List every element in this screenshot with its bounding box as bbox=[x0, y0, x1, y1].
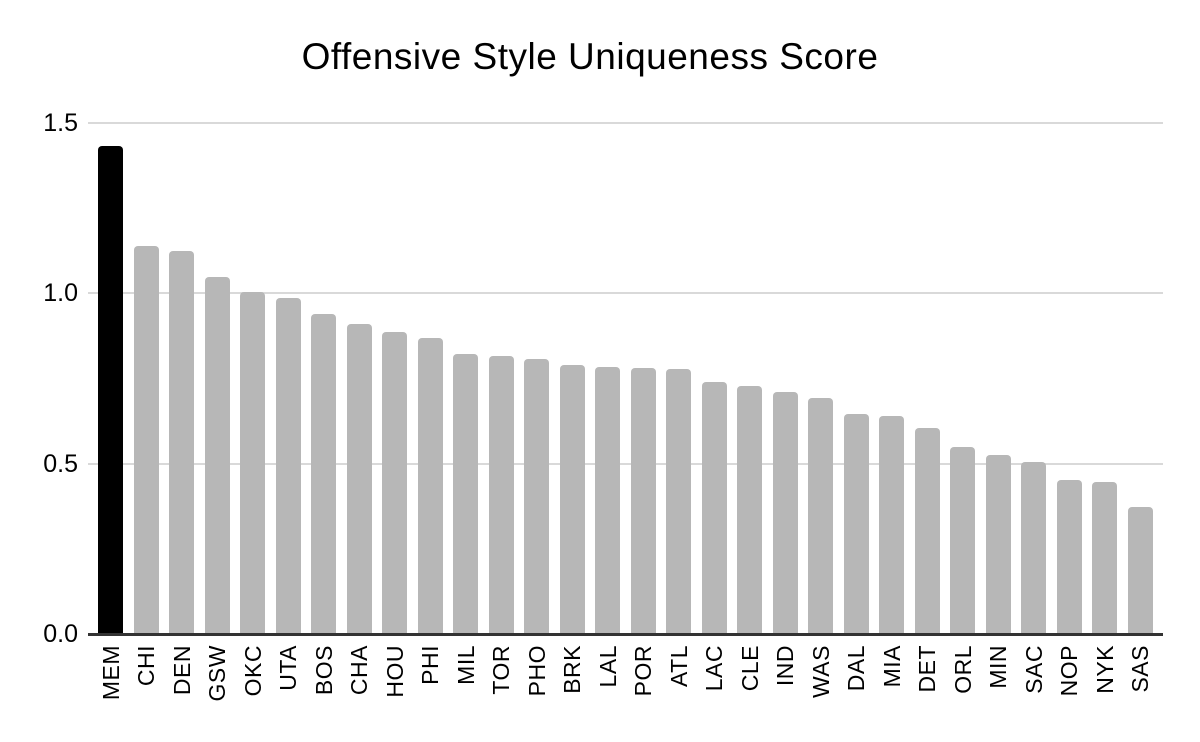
x-tick-label-brk: BRK bbox=[559, 645, 585, 694]
x-tick-label-atl: ATL bbox=[665, 645, 692, 687]
x-tick-label-tor: TOR bbox=[488, 645, 514, 695]
bar-uta bbox=[275, 297, 301, 634]
chart-title: Offensive Style Uniqueness Score bbox=[301, 36, 879, 77]
x-tick-label-ind: IND bbox=[772, 645, 798, 687]
bar-was bbox=[808, 397, 833, 634]
gridline bbox=[88, 462, 1163, 465]
x-tick-label-lal: LAL bbox=[594, 645, 621, 688]
bar-den bbox=[169, 250, 194, 634]
x-tick-label-min: MIN bbox=[985, 645, 1011, 689]
bar-brk bbox=[559, 364, 585, 634]
y-tick-label: 1.0 bbox=[43, 279, 78, 308]
bar-nop bbox=[1056, 480, 1082, 634]
bar-lac bbox=[701, 381, 727, 634]
bar-bos bbox=[311, 313, 336, 634]
x-tick-label-phi: PHI bbox=[417, 645, 443, 685]
bar-cle bbox=[737, 386, 762, 634]
y-tick-label: 1.5 bbox=[43, 109, 78, 137]
bar-chi bbox=[133, 245, 159, 634]
x-tick-label-mil: MIL bbox=[452, 645, 479, 685]
x-tick-label-mia: MIA bbox=[878, 645, 905, 688]
bar-mia bbox=[879, 415, 904, 634]
bar-pho bbox=[524, 358, 549, 634]
x-tick-label-uta: UTA bbox=[275, 645, 301, 691]
bar-sac bbox=[1021, 461, 1046, 634]
x-tick-label-chi: CHI bbox=[133, 645, 159, 687]
x-tick-label-hou: HOU bbox=[381, 645, 408, 698]
bar-orl bbox=[950, 446, 975, 634]
bar-okc bbox=[240, 291, 265, 634]
bar-cha bbox=[346, 323, 372, 634]
bar-mem bbox=[98, 145, 123, 634]
x-tick-label-sac: SAC bbox=[1020, 645, 1047, 694]
x-tick-label-okc: OKC bbox=[239, 645, 266, 697]
bar-det bbox=[914, 428, 940, 634]
x-tick-label-den: DEN bbox=[168, 645, 195, 696]
bar-tor bbox=[488, 356, 514, 634]
bar-atl bbox=[666, 369, 691, 634]
bar-por bbox=[630, 368, 656, 634]
gridline bbox=[88, 292, 1163, 295]
bar-min bbox=[985, 454, 1011, 634]
x-tick-label-dal: DAL bbox=[843, 645, 869, 692]
x-tick-label-gsw: GSW bbox=[204, 645, 230, 702]
bar-nyk bbox=[1092, 482, 1117, 634]
x-axis-line bbox=[88, 633, 1163, 636]
x-tick-label-sas: SAS bbox=[1127, 645, 1153, 693]
bar-lal bbox=[595, 366, 620, 634]
y-tick-label: 0.5 bbox=[43, 449, 78, 478]
x-tick-label-cha: CHA bbox=[346, 645, 372, 696]
x-tick-label-det: DET bbox=[914, 645, 940, 693]
x-tick-label-cle: CLE bbox=[736, 645, 763, 692]
x-tick-label-mem: MEM bbox=[97, 645, 124, 701]
x-tick-label-por: POR bbox=[630, 645, 656, 697]
bar-phi bbox=[417, 338, 443, 634]
x-tick-label-nop: NOP bbox=[1056, 645, 1082, 697]
x-tick-label-lac: LAC bbox=[701, 645, 727, 692]
x-tick-label-was: WAS bbox=[807, 645, 834, 699]
bar-hou bbox=[382, 331, 407, 634]
bar-ind bbox=[772, 391, 798, 634]
x-tick-label-orl: ORL bbox=[949, 645, 976, 694]
gridline bbox=[88, 122, 1163, 124]
bar-sas bbox=[1127, 506, 1153, 634]
bar-mil bbox=[453, 353, 478, 634]
bar-gsw bbox=[204, 276, 230, 634]
y-tick-label: 0.0 bbox=[43, 620, 78, 648]
x-tick-label-nyk: NYK bbox=[1091, 645, 1118, 694]
bar-dal bbox=[843, 413, 869, 634]
x-tick-label-bos: BOS bbox=[310, 645, 337, 696]
x-tick-label-pho: PHO bbox=[523, 645, 550, 697]
